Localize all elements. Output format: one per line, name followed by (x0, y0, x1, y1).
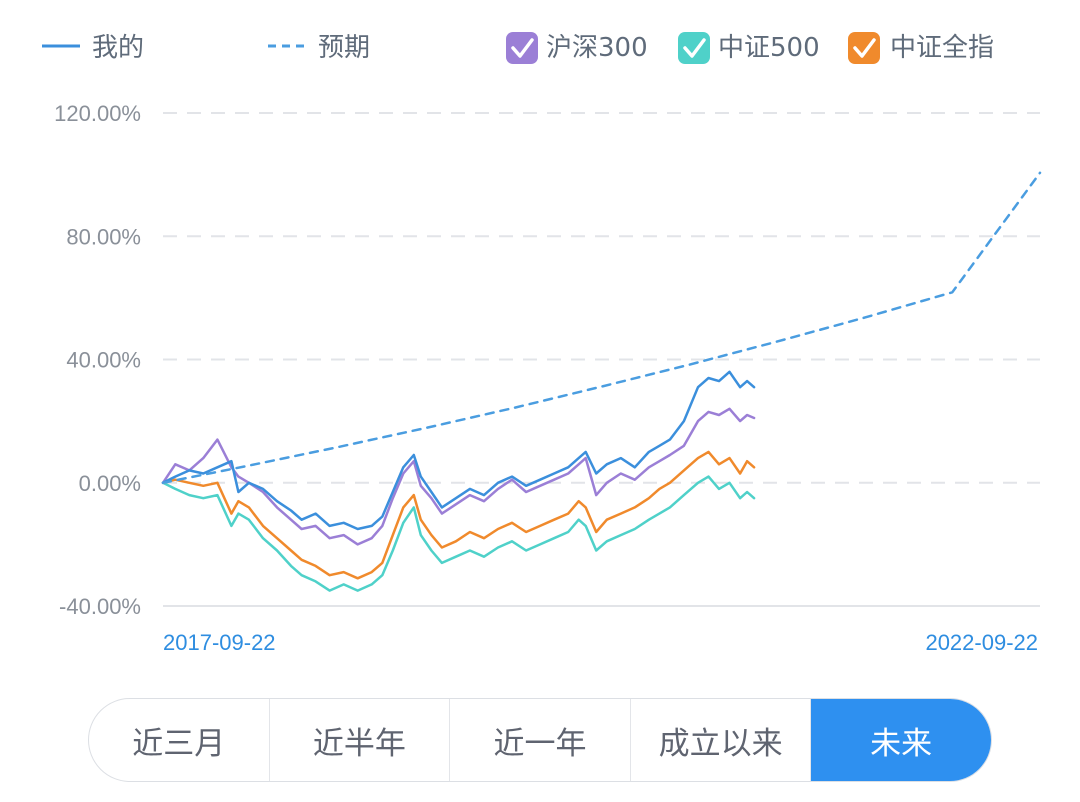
check-icon (683, 38, 706, 58)
legend-item-mine[interactable]: 我的 (42, 33, 144, 63)
tab-since-inception[interactable]: 成立以来 (631, 699, 812, 781)
checkbox-zzqz[interactable] (848, 32, 880, 64)
series-line-hs300 (161, 407, 756, 546)
legend-label-expected: 预期 (318, 33, 370, 63)
tab-three-months[interactable]: 近三月 (89, 699, 270, 781)
check-icon (511, 38, 534, 58)
check-icon (853, 38, 876, 58)
y-tick-label: 120.00% (54, 101, 141, 126)
grid (163, 112, 1040, 607)
series-line-zzqz (161, 450, 756, 580)
legend-label-hs300: 沪深300 (546, 33, 648, 63)
y-tick-label: 0.00% (79, 471, 141, 496)
checkbox-zz500[interactable] (678, 32, 710, 64)
series-lines (161, 171, 1042, 592)
legend: 我的 预期 沪深300 中证500 中证全指 (42, 32, 994, 64)
tab-one-year[interactable]: 近一年 (450, 699, 631, 781)
y-axis-ticks: 120.00% 80.00% 40.00% 0.00% -40.00% (54, 101, 141, 619)
y-tick-label: 40.00% (66, 348, 141, 373)
legend-item-expected[interactable]: 预期 (268, 33, 370, 63)
legend-label-zzqz: 中证全指 (890, 33, 994, 63)
tab-half-year[interactable]: 近半年 (270, 699, 451, 781)
y-tick-label: -40.00% (59, 594, 141, 619)
return-chart: 我的 预期 沪深300 中证500 中证全指 120. (42, 32, 1042, 655)
tab-future[interactable]: 未来 (811, 699, 991, 781)
legend-label-zz500: 中证500 (718, 33, 820, 63)
chart-canvas: 我的 预期 沪深300 中证500 中证全指 120. (42, 32, 1042, 655)
legend-item-hs300[interactable]: 沪深300 (506, 32, 648, 64)
legend-label-mine: 我的 (92, 33, 144, 63)
checkbox-hs300[interactable] (506, 32, 538, 64)
x-start-date: 2017-09-22 (163, 630, 276, 655)
x-axis: 2017-09-22 2022-09-22 (163, 630, 1038, 655)
legend-item-zzqz[interactable]: 中证全指 (848, 32, 994, 64)
legend-item-zz500[interactable]: 中证500 (678, 32, 820, 64)
series-line-zz500 (161, 475, 756, 592)
x-end-date: 2022-09-22 (925, 630, 1038, 655)
series-line-mine (161, 370, 756, 531)
time-range-tabs: 近三月 近半年 近一年 成立以来 未来 (88, 698, 992, 782)
y-tick-label: 80.00% (66, 224, 141, 249)
series-line-expected (161, 171, 1042, 485)
